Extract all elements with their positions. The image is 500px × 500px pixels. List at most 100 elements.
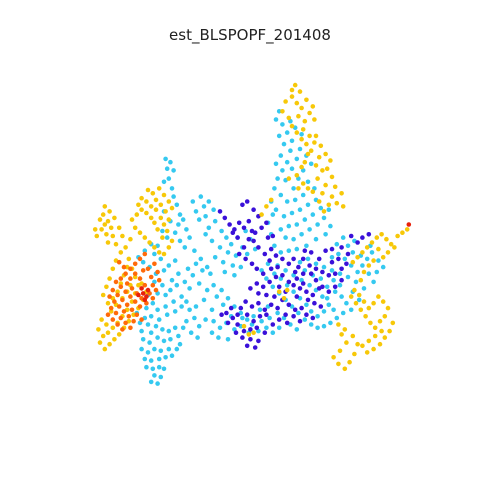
scatter-point bbox=[102, 204, 108, 209]
scatter-point bbox=[163, 304, 168, 309]
scatter-point bbox=[251, 207, 256, 212]
scatter-point bbox=[116, 304, 122, 309]
scatter-point bbox=[104, 284, 109, 290]
scatter-point bbox=[112, 299, 117, 304]
scatter-point bbox=[172, 309, 178, 314]
scatter-point bbox=[294, 173, 300, 178]
scatter-point bbox=[219, 312, 224, 318]
scatter-point bbox=[209, 307, 215, 313]
scatter-point bbox=[280, 273, 285, 278]
scatter-point bbox=[225, 320, 231, 326]
scatter-point bbox=[110, 317, 116, 322]
scatter-point bbox=[104, 322, 109, 327]
scatter-point bbox=[328, 223, 333, 229]
scatter-point bbox=[313, 261, 319, 267]
scatter-point bbox=[297, 146, 303, 152]
scatter-point bbox=[235, 235, 240, 240]
scatter-point bbox=[369, 250, 375, 255]
scatter-point bbox=[161, 251, 167, 257]
scatter-point bbox=[104, 232, 109, 237]
scatter-point bbox=[128, 276, 133, 281]
scatter-point bbox=[161, 179, 167, 185]
scatter-point bbox=[145, 187, 151, 193]
scatter-point bbox=[363, 314, 368, 319]
scatter-point bbox=[112, 215, 117, 221]
scatter-point bbox=[166, 199, 172, 204]
scatter-point bbox=[267, 315, 272, 321]
scatter-point bbox=[312, 300, 317, 306]
scatter-point bbox=[152, 251, 157, 257]
scatter-point bbox=[200, 268, 205, 273]
scatter-point bbox=[230, 230, 236, 235]
scatter-point bbox=[208, 271, 213, 277]
scatter-point bbox=[289, 123, 295, 129]
scatter-point bbox=[169, 277, 175, 283]
scatter-point bbox=[139, 195, 144, 201]
scatter-point bbox=[372, 333, 378, 339]
scatter-point bbox=[366, 338, 372, 344]
scatter-point bbox=[276, 284, 282, 290]
scatter-point bbox=[203, 317, 208, 322]
scatter-point bbox=[241, 328, 247, 334]
scatter-point bbox=[339, 266, 344, 272]
scatter-point bbox=[182, 245, 188, 250]
scatter-point bbox=[139, 328, 144, 334]
scatter-point bbox=[156, 186, 162, 191]
scatter-point bbox=[238, 305, 244, 311]
scatter-point bbox=[310, 104, 316, 109]
scatter-point bbox=[307, 227, 312, 232]
scatter-point bbox=[313, 163, 319, 168]
scatter-point bbox=[158, 256, 164, 262]
scatter-point bbox=[276, 109, 282, 114]
scatter-point bbox=[302, 317, 308, 322]
scatter-point bbox=[267, 258, 272, 263]
scatter-point bbox=[172, 258, 178, 263]
scatter-point bbox=[251, 314, 256, 319]
scatter-point bbox=[286, 248, 292, 253]
scatter-point bbox=[166, 263, 172, 268]
scatter-point bbox=[108, 309, 114, 314]
scatter-point bbox=[272, 186, 277, 191]
scatter-point bbox=[179, 304, 184, 309]
scatter-point bbox=[348, 294, 354, 299]
scatter-point bbox=[142, 297, 148, 303]
scatter-point bbox=[280, 122, 285, 127]
scatter-point bbox=[100, 212, 106, 217]
scatter-point bbox=[339, 294, 344, 299]
scatter-point bbox=[116, 332, 122, 337]
scatter-point bbox=[294, 222, 300, 227]
scatter-point bbox=[219, 287, 224, 293]
scatter-point bbox=[264, 276, 269, 281]
scatter-point bbox=[99, 227, 104, 232]
scatter-point bbox=[294, 130, 300, 135]
scatter-point bbox=[148, 204, 154, 209]
scatter-point bbox=[316, 286, 322, 291]
scatter-point bbox=[105, 300, 111, 306]
scatter-point bbox=[129, 286, 135, 291]
scatter-point bbox=[136, 292, 141, 298]
scatter-point bbox=[280, 109, 285, 114]
scatter-point bbox=[342, 327, 348, 332]
scatter-point bbox=[235, 312, 240, 318]
scatter-point bbox=[302, 159, 308, 165]
scatter-point bbox=[348, 307, 354, 313]
scatter-point bbox=[140, 259, 146, 265]
scatter-point bbox=[174, 282, 180, 288]
scatter-point bbox=[323, 151, 328, 157]
scatter-point bbox=[132, 261, 138, 267]
scatter-point bbox=[123, 245, 128, 250]
scatter-point bbox=[313, 236, 319, 242]
scatter-point bbox=[361, 299, 367, 304]
chart-title: est_BLSPOPF_201408 bbox=[169, 26, 331, 44]
scatter-point bbox=[108, 305, 114, 311]
scatter-point bbox=[244, 199, 250, 204]
scatter-point bbox=[132, 271, 138, 277]
scatter-point bbox=[156, 364, 162, 370]
scatter-point bbox=[142, 356, 148, 362]
scatter-point bbox=[196, 217, 202, 222]
scatter-point bbox=[292, 307, 298, 313]
scatter-point bbox=[273, 253, 279, 258]
scatter-point bbox=[294, 246, 300, 252]
scatter-point bbox=[339, 245, 344, 250]
